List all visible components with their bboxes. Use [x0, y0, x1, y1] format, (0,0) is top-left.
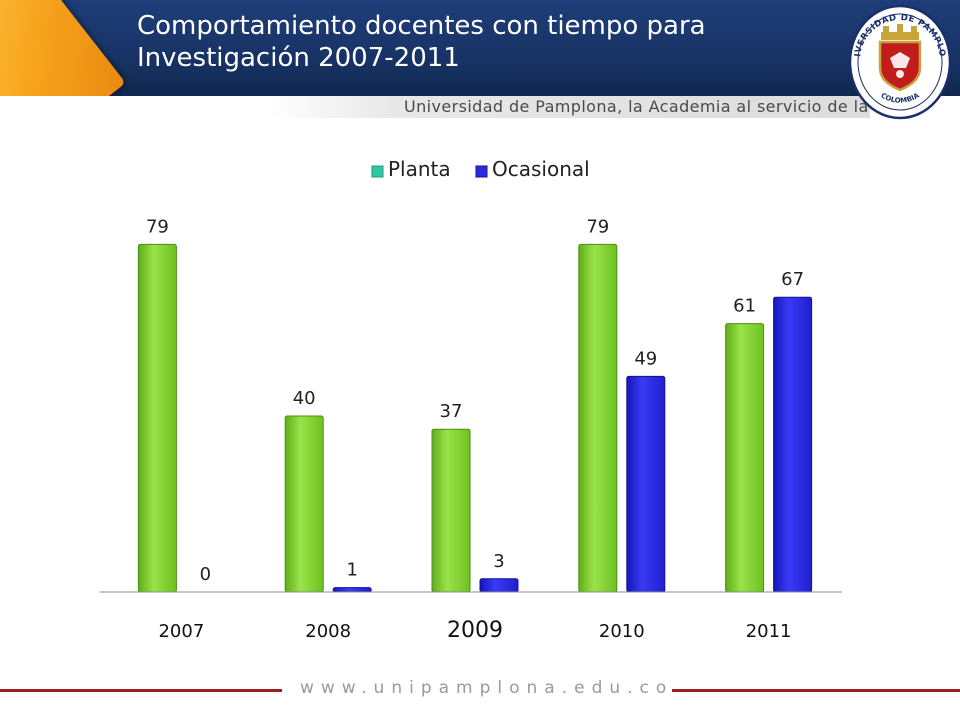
chart-bars: 79 0 40 1 37 3 79 49 61 67 [137, 216, 813, 593]
data-label-planta-2009: 37 [440, 401, 463, 422]
legend-swatch-planta [371, 165, 384, 178]
bar-ocasional-2011 [773, 296, 813, 593]
x-tick-label-2007: 2007 [158, 621, 204, 642]
data-label-ocasional-2008: 1 [346, 560, 357, 581]
bar-ocasional-2008 [332, 587, 372, 593]
x-tick-label-2010: 2010 [599, 621, 645, 642]
bar-planta-2009 [431, 428, 471, 593]
footer-url: www.unipamplona.edu.co [300, 678, 674, 698]
bar-ocasional-2009 [479, 578, 519, 593]
orange-accent-shape [0, 0, 126, 96]
tagline-band [270, 96, 870, 118]
bar-ocasional-2010 [626, 375, 666, 593]
x-tick-label-2009: 2009 [447, 618, 503, 643]
footer-line-right [672, 689, 960, 692]
x-tick-label-2008: 2008 [305, 621, 351, 642]
chart-legend: Planta Ocasional [371, 157, 590, 181]
bar-planta-2007 [137, 243, 177, 593]
legend-label-planta: Planta [388, 157, 451, 181]
university-seal-logo: UNIVERSIDAD DE PAMPLONA COLOMBIA [846, 2, 952, 120]
x-axis-tick-labels: 2007 2008 2009 2010 2011 [158, 618, 791, 643]
data-label-planta-2007: 79 [146, 216, 169, 237]
header-bar [0, 0, 960, 96]
data-label-planta-2011: 61 [733, 296, 756, 317]
data-label-planta-2008: 40 [293, 388, 316, 409]
title-line-2: Investigación 2007-2011 [137, 43, 460, 73]
footer-line-left [0, 689, 282, 692]
legend-swatch-ocasional [475, 165, 488, 178]
tagline: Universidad de Pamplona, la Academia al … [404, 97, 911, 116]
data-label-ocasional-2009: 3 [493, 551, 504, 572]
bar-planta-2008 [284, 415, 324, 593]
data-label-ocasional-2007: 0 [200, 564, 211, 585]
page-title: Comportamiento docentes con tiempo para … [137, 10, 837, 74]
data-label-ocasional-2011: 67 [781, 269, 804, 290]
bar-planta-2010 [578, 243, 618, 593]
data-label-ocasional-2010: 49 [634, 348, 657, 369]
legend-label-ocasional: Ocasional [492, 157, 590, 181]
data-label-planta-2010: 79 [586, 216, 609, 237]
x-tick-label-2011: 2011 [746, 621, 792, 642]
title-line-1: Comportamiento docentes con tiempo para [137, 11, 706, 41]
bar-planta-2011 [725, 323, 765, 593]
